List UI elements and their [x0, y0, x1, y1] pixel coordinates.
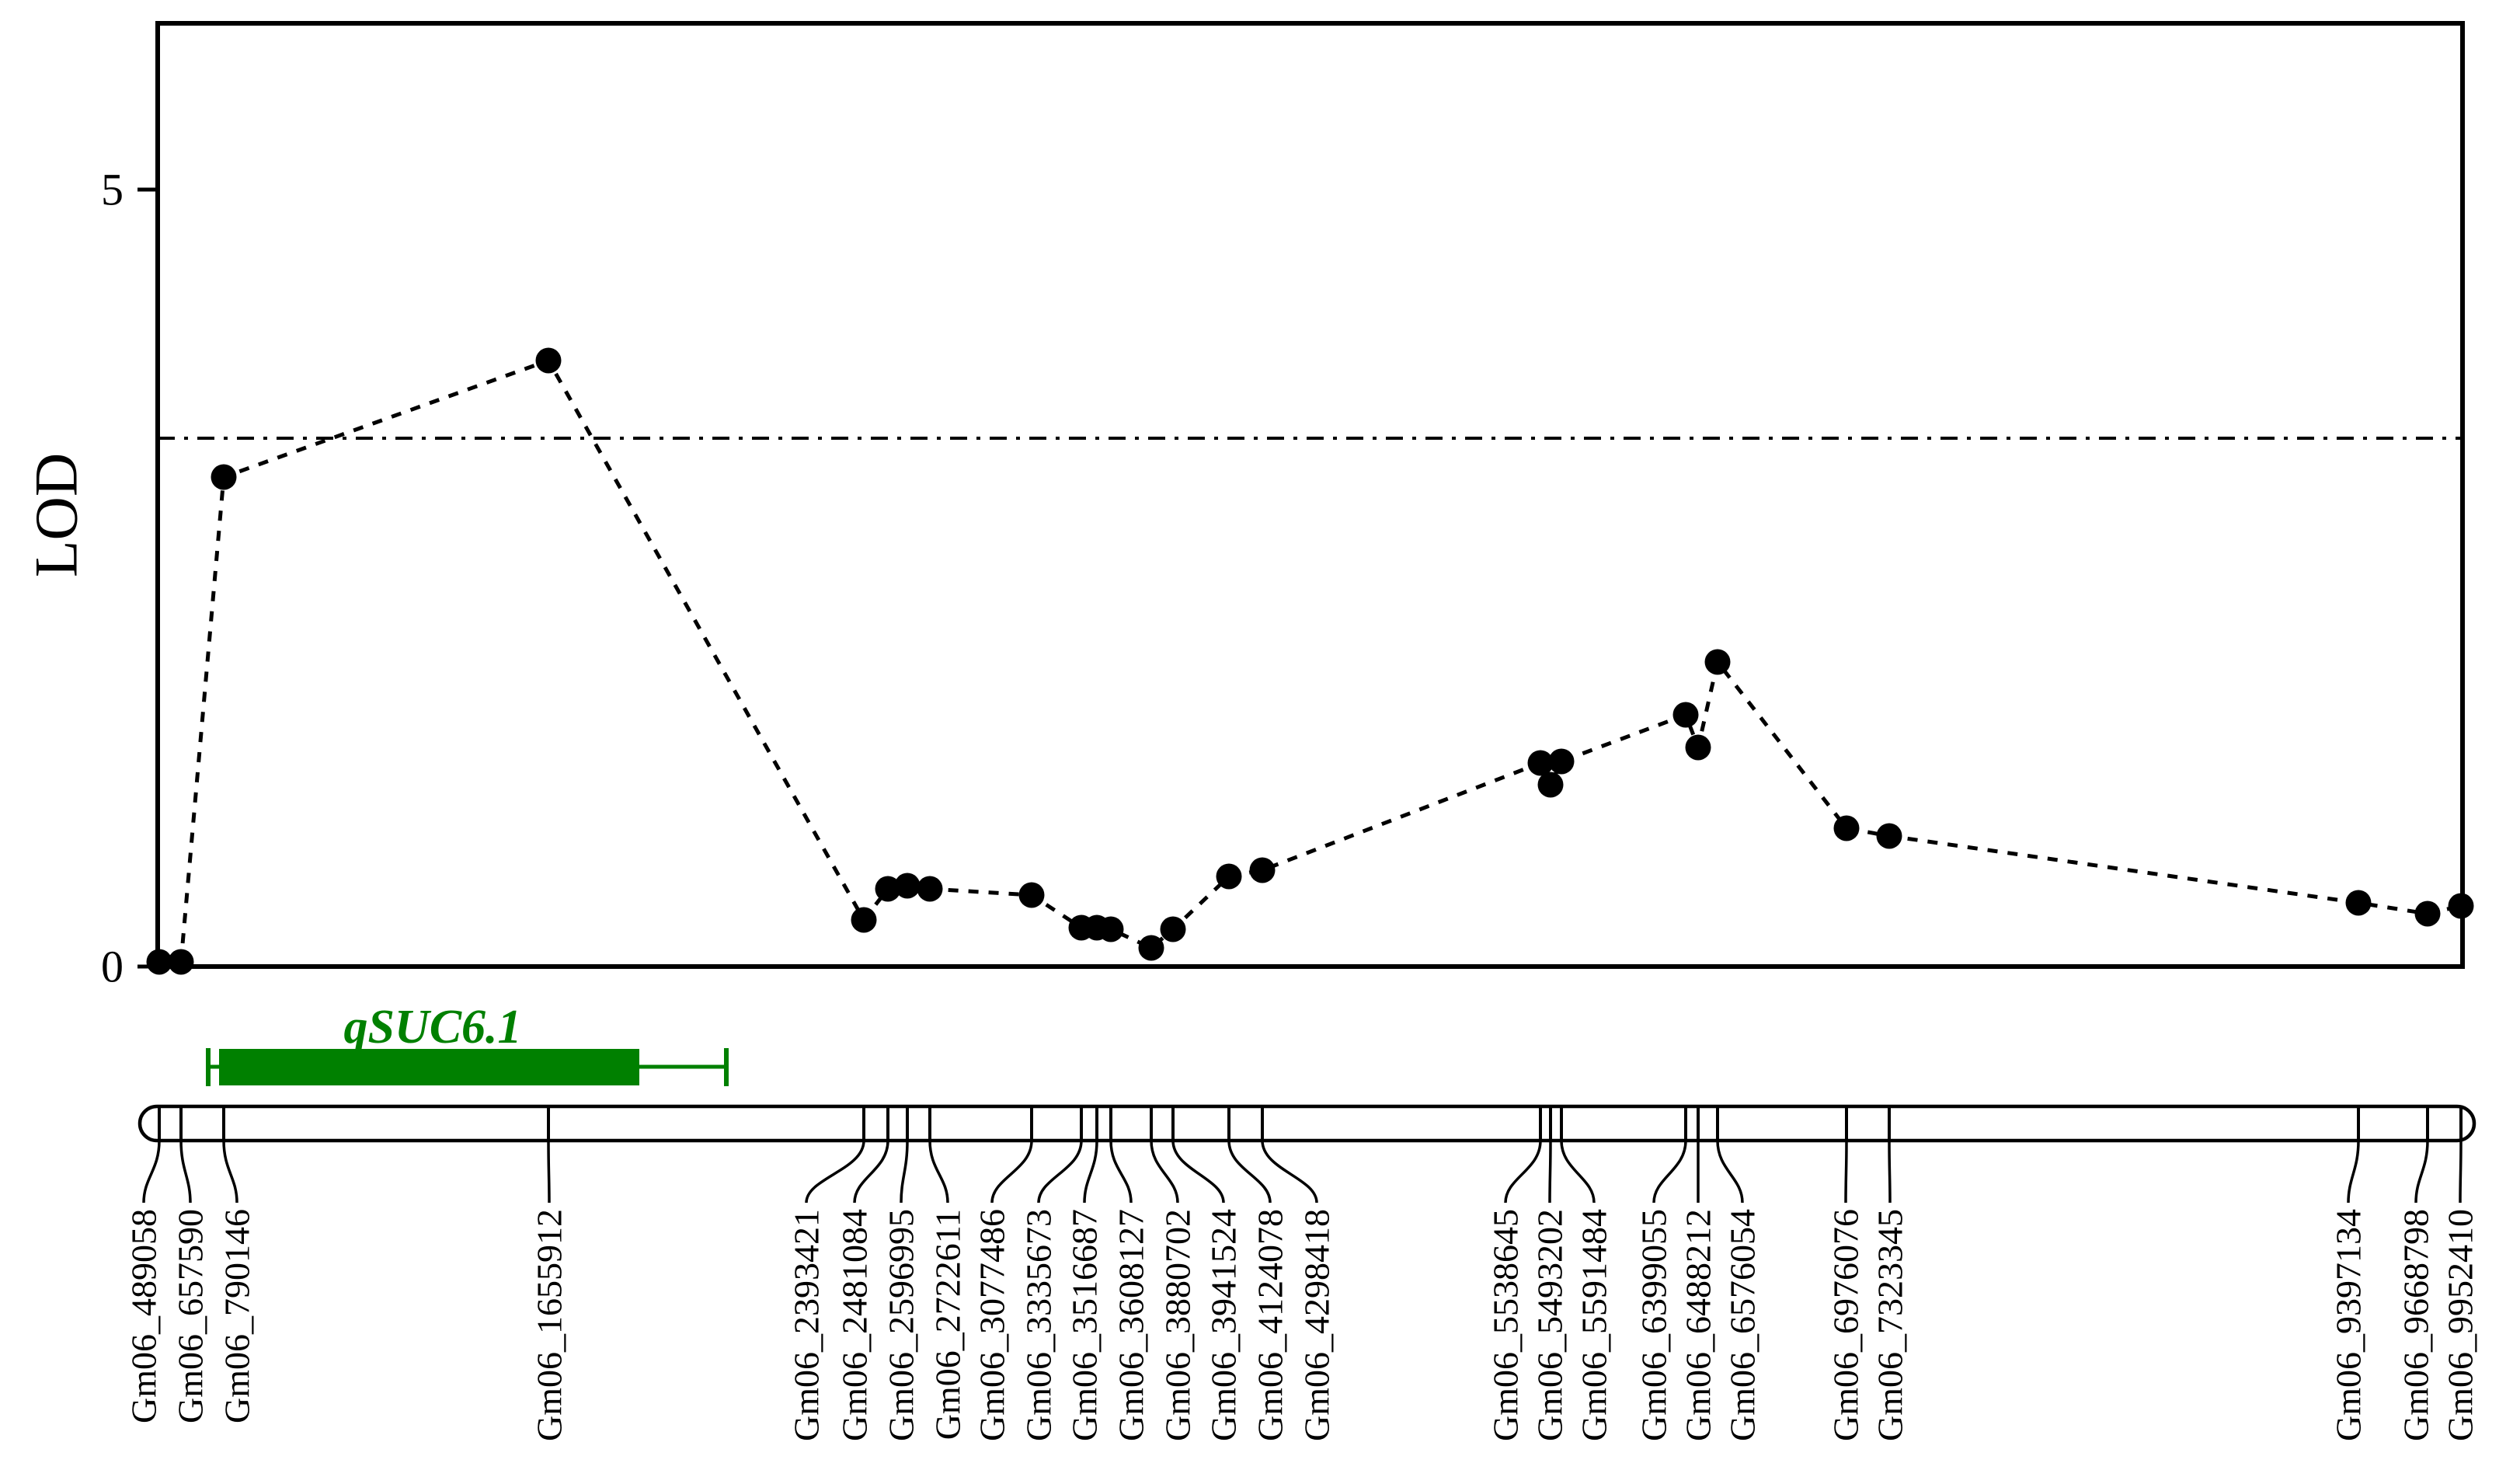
- lod-point-Gm06_5493202: [1537, 772, 1564, 798]
- marker-label-Gm06_5591484: Gm06_5591484: [1575, 1209, 1614, 1441]
- marker-label-Gm06_3516687: Gm06_3516687: [1065, 1209, 1105, 1441]
- qtl-name-label: qSUC6.1: [343, 1001, 521, 1054]
- marker-leader-Gm06_9397134: [2347, 1140, 2360, 1204]
- y-axis-tick-label: 0: [101, 942, 124, 992]
- marker-label-Gm06_6576054: Gm06_6576054: [1723, 1209, 1763, 1441]
- marker-leader-Gm06_790146: [222, 1140, 238, 1204]
- marker-label-Gm06_4124078: Gm06_4124078: [1251, 1209, 1290, 1441]
- qtl-interval-group: qSUC6.1: [206, 1001, 729, 1086]
- plot-border: [155, 21, 2465, 969]
- marker-leader-Gm06_3608127: [1109, 1140, 1133, 1204]
- lod-point-Gm06_657590: [168, 949, 194, 975]
- lod-point-Gm06_5538645: [1527, 750, 1554, 776]
- lod-point-Gm06_3077486: [1018, 882, 1045, 908]
- lod-point-Gm06_4298418: [1249, 857, 1276, 883]
- marker-label-Gm06_657590: Gm06_657590: [171, 1209, 211, 1423]
- y-axis-title: LOD: [23, 453, 90, 577]
- lod-data-points: [146, 347, 2474, 975]
- marker-leader-Gm06_2596995: [900, 1140, 909, 1204]
- lod-point-Gm06_9952410: [2448, 893, 2474, 919]
- marker-label-Gm06_5493202: Gm06_5493202: [1530, 1209, 1570, 1441]
- qtl-bar: [219, 1049, 639, 1085]
- lod-point-Gm06_790146: [211, 464, 237, 490]
- marker-label-Gm06_6976076: Gm06_6976076: [1826, 1209, 1866, 1441]
- lod-point-Gm06_9397134: [2345, 890, 2372, 916]
- marker-leader-Gm06_4124078: [1227, 1140, 1272, 1204]
- marker-leader-Gm06_6576054: [1716, 1140, 1744, 1204]
- marker-label-Gm06_9952410: Gm06_9952410: [2441, 1209, 2480, 1441]
- marker-leader-Gm06_3335673: [1037, 1140, 1083, 1204]
- marker-label-Gm06_3608127: Gm06_3608127: [1112, 1209, 1151, 1441]
- marker-leader-Gm06_3941524: [1171, 1140, 1225, 1204]
- marker-leader-Gm06_657590: [179, 1140, 192, 1204]
- marker-leader-Gm06_9668798: [2414, 1140, 2429, 1204]
- y-axis-tick-label: 5: [101, 165, 124, 215]
- marker-label-Gm06_3880702: Gm06_3880702: [1158, 1209, 1198, 1441]
- marker-labels: Gm06_489058 Gm06_657590 Gm06_790146 Gm06_16…: [124, 1209, 2480, 1441]
- lod-point-Gm06_7323345: [1876, 823, 1902, 849]
- lod-point-Gm06_2596995: [894, 873, 921, 899]
- marker-label-Gm06_3335673: Gm06_3335673: [1019, 1209, 1059, 1441]
- lod-point-Gm06_5591484: [1548, 748, 1575, 775]
- lod-point-Gm06_6488212: [1685, 734, 1711, 761]
- marker-label-Gm06_489058: Gm06_489058: [124, 1209, 164, 1423]
- marker-label-Gm06_2722611: Gm06_2722611: [928, 1209, 968, 1440]
- marker-leader-Gm06_4298418: [1261, 1140, 1318, 1204]
- marker-leader-Gm06_6399055: [1652, 1140, 1687, 1204]
- lod-point-Gm06_9668798: [2414, 901, 2441, 927]
- chromosome-marker-ticks: [158, 1106, 2463, 1141]
- lod-point-Gm06_2722611: [917, 876, 943, 902]
- lod-point-Gm06_489058: [146, 949, 172, 975]
- marker-label-Gm06_6488212: Gm06_6488212: [1679, 1209, 1718, 1441]
- marker-leader-Gm06_3880702: [1150, 1140, 1179, 1204]
- marker-label-Gm06_7323345: Gm06_7323345: [1871, 1209, 1910, 1441]
- lod-point-Gm06_4124078: [1216, 863, 1242, 890]
- marker-label-Gm06_4298418: Gm06_4298418: [1297, 1209, 1337, 1441]
- lod-point-Gm06_6399055: [1672, 702, 1699, 728]
- lod-point-Gm06_6976076: [1833, 815, 1860, 841]
- lod-point-Gm06_2481084: [875, 876, 901, 902]
- marker-label-Gm06_2596995: Gm06_2596995: [882, 1209, 921, 1441]
- marker-label-Gm06_5538645: Gm06_5538645: [1486, 1209, 1526, 1441]
- marker-leader-Gm06_9952410: [2459, 1140, 2463, 1204]
- marker-label-Gm06_3077486: Gm06_3077486: [973, 1209, 1012, 1441]
- marker-leader-Gm06_489058: [142, 1140, 161, 1204]
- marker-label-Gm06_9397134: Gm06_9397134: [2329, 1209, 2369, 1441]
- marker-label-Gm06_2393421: Gm06_2393421: [787, 1209, 827, 1441]
- marker-leader-Gm06_3077486: [990, 1140, 1033, 1204]
- marker-label-Gm06_6399055: Gm06_6399055: [1634, 1209, 1674, 1441]
- chromosome-track: [137, 1104, 2476, 1143]
- marker-leader-Gm06_2481084: [853, 1140, 889, 1204]
- lod-point-Gm06_6576054: [1704, 649, 1731, 675]
- marker-label-Gm06_3941524: Gm06_3941524: [1204, 1209, 1244, 1441]
- marker-leader-Gm06_5591484: [1560, 1140, 1596, 1204]
- marker-leader-Gm06_2722611: [928, 1140, 949, 1204]
- marker-label-Gm06_1655912: Gm06_1655912: [530, 1209, 569, 1441]
- marker-label-Gm06_790146: Gm06_790146: [218, 1209, 257, 1423]
- marker-label-Gm06_9668798: Gm06_9668798: [2396, 1209, 2436, 1441]
- marker-leader-Gm06_2393421: [805, 1140, 865, 1204]
- marker-label-Gm06_2481084: Gm06_2481084: [835, 1209, 875, 1441]
- lod-point-Gm06_3941524: [1160, 916, 1186, 942]
- lod-point-Gm06_3608127: [1098, 916, 1124, 942]
- marker-leader-Gm06_5493202: [1548, 1140, 1552, 1204]
- marker-leader-Gm06_1655912: [547, 1140, 551, 1204]
- lod-point-Gm06_3880702: [1138, 935, 1164, 961]
- marker-leader-Gm06_3516687: [1083, 1140, 1098, 1204]
- marker-leader-Gm06_7323345: [1888, 1140, 1892, 1204]
- lod-point-Gm06_1655912: [535, 347, 562, 374]
- lod-point-Gm06_2393421: [851, 907, 877, 933]
- marker-leader-Gm06_5538645: [1504, 1140, 1542, 1204]
- marker-leader-lines: [142, 1140, 2463, 1204]
